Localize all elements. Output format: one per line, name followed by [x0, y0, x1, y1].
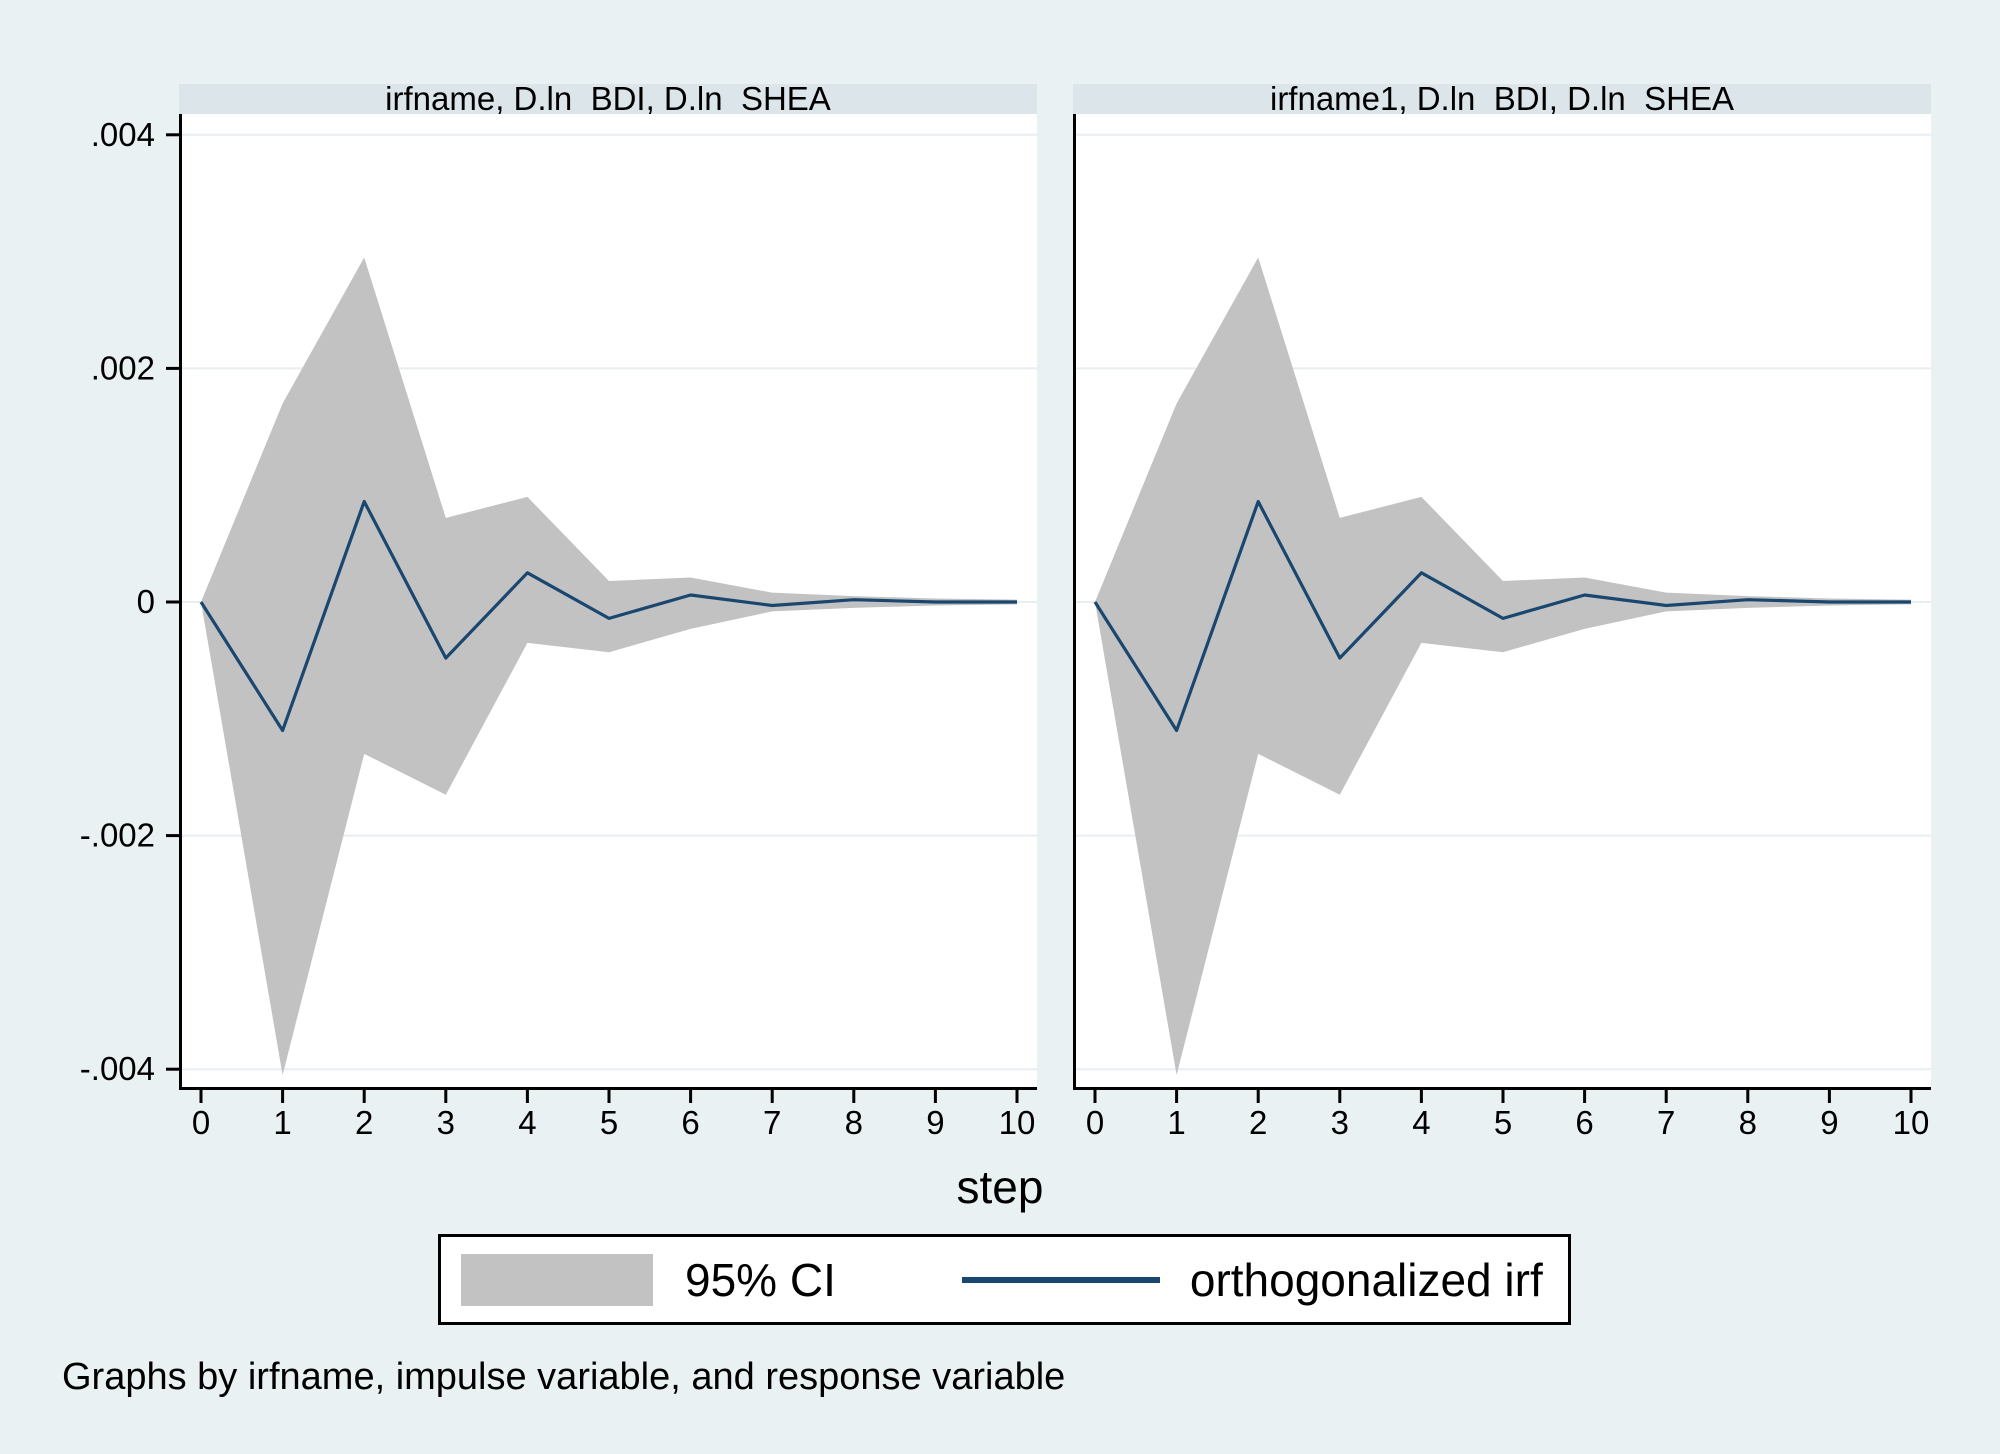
panel-title-bar: irfname, D.ln_BDI, D.ln_SHEA — [179, 80, 1037, 117]
svg-text:5: 5 — [600, 1104, 618, 1141]
svg-text:1: 1 — [273, 1104, 291, 1141]
svg-text:8: 8 — [1739, 1104, 1757, 1141]
svg-text:9: 9 — [1820, 1104, 1838, 1141]
legend-box: 95% CI orthogonalized irf — [438, 1234, 1571, 1325]
svg-text:5: 5 — [1494, 1104, 1512, 1141]
svg-text:.004: .004 — [91, 116, 155, 153]
svg-text:10: 10 — [999, 1104, 1036, 1141]
legend-irf-line-sample — [961, 1276, 1160, 1283]
svg-text:7: 7 — [763, 1104, 781, 1141]
panel-left: irfname, D.ln_BDI, D.ln_SHEA 0 1 2 3 4 5 6 7 8 9 1… — [80, 80, 1037, 1141]
legend-irf-label: orthogonalized irf — [1189, 1253, 1543, 1306]
svg-text:0: 0 — [137, 583, 155, 620]
svg-text:.002: .002 — [91, 349, 155, 386]
svg-text:8: 8 — [845, 1104, 863, 1141]
svg-text:10: 10 — [1893, 1104, 1930, 1141]
svg-text:2: 2 — [355, 1104, 373, 1141]
panel-title: irfname, D.ln_BDI, D.ln_SHEA — [385, 80, 831, 117]
panel-title: irfname1, D.ln_BDI, D.ln_SHEA — [1269, 80, 1734, 117]
svg-text:4: 4 — [518, 1104, 536, 1141]
svg-text:-.004: -.004 — [80, 1050, 155, 1087]
svg-text:6: 6 — [681, 1104, 699, 1141]
plot-area: 0 1 2 3 4 5 6 7 8 9 10 — [1073, 114, 1931, 1141]
plot-area: 0 1 2 3 4 5 6 7 8 9 10 .004 .002 0 -.002 -.004 — [80, 114, 1037, 1141]
legend-ci-swatch — [461, 1253, 653, 1306]
x-axis-title: step — [956, 1161, 1044, 1213]
panel-right: irfname1, D.ln_BDI, D.ln_SHEA 0 1 2 3 4 5 6 7 8 9… — [1073, 80, 1931, 1141]
svg-text:0: 0 — [192, 1104, 210, 1141]
svg-text:1: 1 — [1167, 1104, 1185, 1141]
panel-title-bar: irfname1, D.ln_BDI, D.ln_SHEA — [1073, 80, 1931, 117]
svg-text:6: 6 — [1575, 1104, 1593, 1141]
svg-text:4: 4 — [1412, 1104, 1430, 1141]
svg-text:3: 3 — [437, 1104, 455, 1141]
svg-text:2: 2 — [1249, 1104, 1267, 1141]
figure-caption: Graphs by irfname, impulse variable, and… — [62, 1356, 1066, 1398]
svg-text:0: 0 — [1086, 1104, 1104, 1141]
svg-text:-.002: -.002 — [80, 817, 155, 854]
svg-text:3: 3 — [1331, 1104, 1349, 1141]
legend-ci-label: 95% CI — [685, 1253, 836, 1306]
svg-text:7: 7 — [1657, 1104, 1675, 1141]
svg-text:9: 9 — [926, 1104, 944, 1141]
